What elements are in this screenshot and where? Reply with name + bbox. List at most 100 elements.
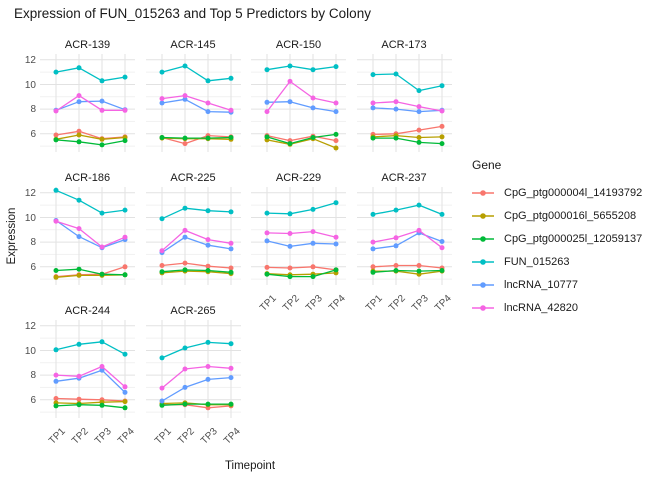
y-tick-label: 8 [30, 370, 36, 382]
y-tick-label: 6 [30, 394, 36, 406]
data-point [159, 96, 164, 102]
data-point [310, 135, 316, 140]
data-point [370, 135, 375, 141]
data-point [182, 205, 187, 211]
x-tick-label: TP4 [116, 426, 137, 447]
y-tick-label: 10 [24, 345, 36, 357]
series-line [160, 403, 232, 406]
data-point [159, 398, 164, 404]
y-tick-label: 12 [24, 320, 36, 332]
series-line [55, 100, 126, 111]
data-point [205, 237, 210, 243]
series-line [266, 230, 337, 238]
y-tick-label: 10 [24, 79, 36, 91]
data-point [439, 268, 444, 273]
data-point [416, 202, 421, 208]
data-point [99, 364, 105, 369]
series-line [55, 139, 126, 146]
data-point [228, 240, 233, 246]
x-tick-label: TP3 [304, 293, 325, 314]
data-point [287, 265, 293, 271]
data-point [205, 78, 210, 84]
data-point [122, 207, 128, 213]
data-point [76, 266, 82, 272]
data-point [228, 375, 233, 381]
data-point [264, 230, 270, 236]
data-point [122, 264, 128, 270]
facet-panel: ACR-139 [40, 38, 135, 152]
data-point [205, 135, 210, 141]
data-point [53, 403, 59, 409]
facet-title: ACR-139 [64, 39, 111, 51]
data-point [122, 234, 128, 240]
facet-plot [356, 187, 452, 285]
legend-key-icon [472, 235, 494, 242]
data-point [416, 268, 421, 274]
data-point [228, 246, 233, 252]
series-line [371, 264, 443, 269]
series-line [371, 73, 443, 92]
series-line [371, 269, 443, 273]
series-line [160, 229, 232, 252]
y-tick-label: 6 [30, 261, 36, 273]
facet-panel: ACR-150 [251, 38, 346, 152]
y-tick-label: 6 [30, 128, 36, 140]
data-point [333, 234, 339, 240]
data-point [333, 131, 339, 137]
data-point [370, 100, 375, 106]
data-point [333, 138, 339, 144]
y-tick-label: 12 [24, 187, 36, 199]
data-point [439, 141, 444, 147]
chart-title: Expression of FUN_015263 and Top 5 Predi… [14, 6, 371, 21]
data-point [310, 264, 316, 270]
data-point [264, 238, 270, 244]
data-point [76, 197, 82, 203]
data-point [159, 269, 164, 275]
data-point [182, 366, 187, 372]
data-point [99, 107, 105, 113]
legend-item: CpG_ptg000016l_5655208 [472, 204, 670, 227]
series-line [266, 240, 337, 248]
y-tick-label: 8 [30, 104, 36, 116]
series-line [160, 65, 232, 82]
series-line [160, 270, 232, 275]
series-line [160, 136, 232, 139]
x-tick-label: TP3 [198, 426, 220, 447]
legend-title: Gene [472, 158, 502, 172]
data-point [287, 141, 293, 147]
y-tick-label: 10 [24, 212, 36, 224]
data-point [264, 134, 270, 140]
x-tick-label: TP1 [152, 426, 174, 447]
series-line [266, 134, 337, 142]
data-point [287, 274, 293, 280]
data-point [393, 268, 398, 273]
x-tick-label: TP2 [70, 426, 91, 447]
data-point [287, 78, 293, 84]
series-line [160, 98, 232, 113]
facet-panel: ACR-237 [356, 171, 452, 285]
data-point [182, 260, 187, 266]
data-point [393, 71, 398, 77]
series-line [266, 133, 337, 145]
data-point [228, 209, 233, 215]
series-line [266, 138, 337, 149]
x-tick-label: TP2 [386, 293, 408, 314]
data-point [159, 100, 164, 106]
legend-label: FUN_015263 [504, 255, 570, 268]
data-point [205, 376, 210, 382]
data-point [287, 99, 293, 105]
data-point [182, 63, 187, 69]
data-point [310, 67, 316, 73]
facet-plot [251, 187, 346, 285]
data-point [122, 272, 128, 278]
data-point [228, 265, 233, 271]
legend-key-icon [472, 304, 494, 311]
data-point [333, 64, 339, 70]
x-tick-label: TP4 [432, 293, 454, 314]
data-point [53, 108, 59, 114]
facet-title: ACR-229 [275, 172, 322, 184]
legend-label: CpG_ptg000004l_14193792 [504, 186, 643, 199]
data-point [439, 134, 444, 140]
data-point [76, 128, 82, 134]
data-point [99, 78, 105, 84]
